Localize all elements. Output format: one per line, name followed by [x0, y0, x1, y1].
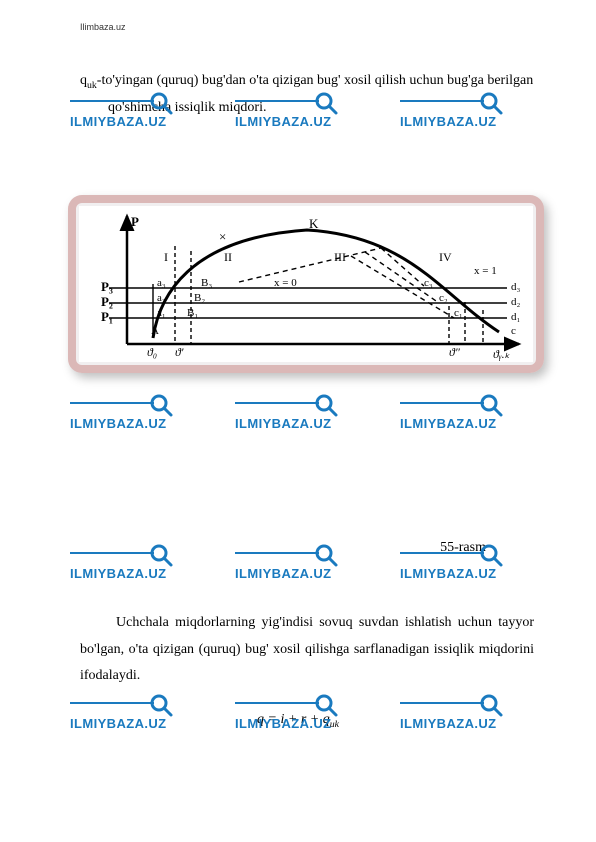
svg-text:III: III [334, 250, 346, 264]
svg-text:ϑ′: ϑ′ [175, 345, 184, 359]
svg-text:d₃: d₃ [511, 281, 521, 293]
svg-text:ϑᵧ.ₖ: ϑᵧ.ₖ [493, 347, 511, 361]
svg-text:I: I [164, 250, 168, 264]
site-header: Ilimbaza.uz [80, 22, 126, 32]
watermark-line [235, 552, 319, 554]
watermark-text: ILMIYBAZA.UZ [70, 566, 220, 581]
watermark-text: ILMIYBAZA.UZ [70, 416, 220, 431]
p1-rest: -to'yingan (quruq) bug'dan o'ta qizigan … [97, 73, 533, 88]
watermark: ILMIYBAZA.UZ [70, 402, 220, 431]
watermark-text: ILMIYBAZA.UZ [235, 416, 385, 431]
svg-text:d₁: d₁ [511, 311, 521, 323]
svg-text:x = 1: x = 1 [474, 265, 497, 277]
figure-label-wrap: 55-rasm [440, 540, 486, 556]
watermark-line [70, 552, 154, 554]
equation-main: q = i + r + q [257, 712, 330, 727]
svg-text:c₂: c₂ [439, 292, 448, 304]
svg-text:ϑ″: ϑ″ [449, 345, 461, 359]
page: Ilimbaza.uz quk-to'yingan (quruq) bug'da… [0, 0, 596, 842]
figure-label: 55-rasm [440, 540, 486, 556]
paragraph-3: Uchchala miqdorlarning yig'indisi sovuq … [80, 610, 534, 690]
var-q: q [80, 73, 87, 88]
watermark: ILMIYBAZA.UZ [400, 552, 550, 581]
equation: q = i + r + quk [0, 712, 596, 730]
svg-text:c₃: c₃ [424, 277, 433, 289]
watermark-text: ILMIYBAZA.UZ [400, 416, 550, 431]
watermark-line [400, 702, 484, 704]
watermark: ILMIYBAZA.UZ [235, 552, 385, 581]
watermark-text: ILMIYBAZA.UZ [400, 566, 550, 581]
magnifier-icon [313, 392, 339, 418]
diagram-svg: PP₃P₂P₁×KIIIIIIIVa₃a₂a₁AB₃B₂B₁c₃c₂c₁d₃d₂… [79, 206, 533, 362]
paragraph-1: quk-to'yingan (quruq) bug'dan o'ta qizig… [80, 68, 534, 95]
svg-text:P₃: P₃ [101, 279, 113, 294]
magnifier-icon [478, 392, 504, 418]
paragraph-3-wrap: Uchchala miqdorlarning yig'indisi sovuq … [80, 610, 534, 690]
watermark-line [235, 402, 319, 404]
svg-text:×: × [219, 229, 226, 244]
diagram: PP₃P₂P₁×KIIIIIIIVa₃a₂a₁AB₃B₂B₁c₃c₂c₁d₃d₂… [79, 206, 533, 362]
svg-text:a₃: a₃ [157, 277, 166, 289]
svg-text:a₂: a₂ [157, 292, 166, 304]
svg-text:a₁: a₁ [157, 307, 166, 319]
magnifier-icon [148, 392, 174, 418]
watermark-line [235, 702, 319, 704]
var-q-sub: uk [87, 80, 97, 91]
svg-text:IV: IV [439, 250, 452, 264]
watermark-line [400, 402, 484, 404]
svg-text:B₃: B₃ [201, 277, 212, 289]
svg-text:P: P [131, 214, 139, 229]
diagram-frame: PP₃P₂P₁×KIIIIIIIVa₃a₂a₁AB₃B₂B₁c₃c₂c₁d₃d₂… [68, 195, 544, 373]
watermark: ILMIYBAZA.UZ [70, 552, 220, 581]
watermark: ILMIYBAZA.UZ [235, 402, 385, 431]
watermark-text: ILMIYBAZA.UZ [235, 566, 385, 581]
svg-text:II: II [224, 250, 232, 264]
svg-text:d₂: d₂ [511, 296, 521, 308]
watermark: ILMIYBAZA.UZ [400, 402, 550, 431]
svg-text:c: c [511, 325, 516, 337]
svg-text:B₁: B₁ [187, 307, 198, 319]
svg-text:P₁: P₁ [101, 309, 113, 324]
paragraph-2: qo'shimcha issiqlik miqdori. [80, 95, 534, 122]
magnifier-icon [148, 542, 174, 568]
svg-text:x = 0: x = 0 [274, 277, 297, 289]
svg-text:c₁: c₁ [454, 307, 463, 319]
svg-text:A: A [151, 325, 159, 337]
watermark-line [70, 702, 154, 704]
svg-text:ϑ₀: ϑ₀ [147, 345, 157, 359]
watermark-line [70, 402, 154, 404]
svg-text:B₂: B₂ [194, 292, 205, 304]
equation-sub: uk [330, 719, 339, 730]
magnifier-icon [313, 542, 339, 568]
svg-text:P₂: P₂ [101, 294, 113, 309]
svg-text:K: K [309, 216, 319, 231]
